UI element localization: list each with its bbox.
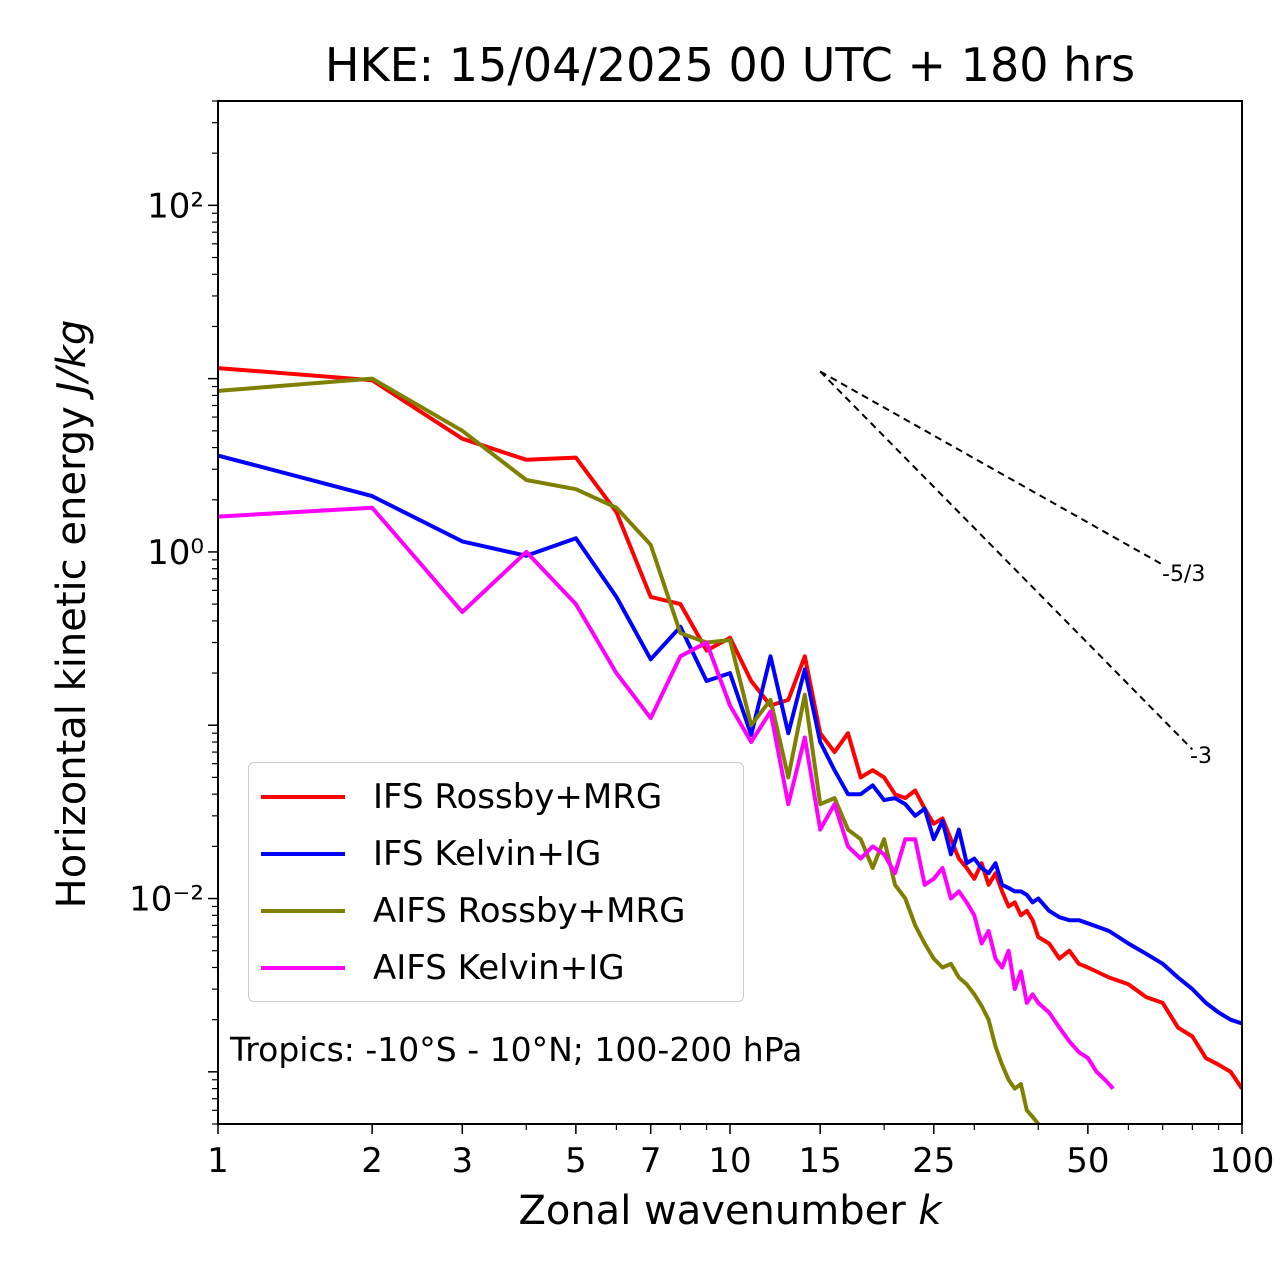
series-line: [218, 453, 1242, 1026]
region-annotation: Tropics: -10°S - 10°N; 100-200 hPa: [230, 1030, 803, 1069]
x-tick-label: 10: [708, 1141, 751, 1181]
series-line: [218, 366, 1242, 1090]
legend-swatch: [261, 966, 345, 970]
y-tick-label: 10⁰: [147, 533, 204, 573]
series-line: [218, 505, 1115, 1090]
x-tick-label: 7: [640, 1141, 662, 1181]
x-tick-label: 3: [451, 1141, 473, 1181]
legend-label: AIFS Kelvin+IG: [373, 948, 625, 988]
legend-label: IFS Rossby+MRG: [373, 777, 663, 817]
y-tick-label: 10²: [147, 186, 204, 226]
slope-label-five-thirds: -5/3: [1162, 562, 1206, 587]
legend-swatch: [261, 909, 345, 913]
chart-title: HKE: 15/04/2025 00 UTC + 180 hrs: [324, 38, 1136, 92]
x-tick-label: 2: [361, 1141, 383, 1181]
legend-label: AIFS Rossby+MRG: [373, 891, 686, 931]
plot-frame: [217, 100, 1243, 1125]
reference-slope-line: [819, 370, 1164, 566]
y-axis-label: Horizontal kinetic energy J/kg: [49, 319, 95, 909]
slope-label-three: -3: [1190, 744, 1212, 769]
x-tick-label: 5: [565, 1141, 587, 1181]
legend-entry: AIFS Rossby+MRG: [261, 891, 685, 931]
legend-label: IFS Kelvin+IG: [373, 834, 602, 874]
legend-entry: IFS Kelvin+IG: [261, 834, 601, 874]
reference-slope-line: [819, 370, 1194, 751]
x-tick-label: 15: [799, 1141, 842, 1181]
x-tick-label: 1: [207, 1141, 229, 1181]
x-tick-label: 25: [912, 1141, 955, 1181]
series-line: [218, 376, 1041, 1124]
x-tick-label: 50: [1066, 1141, 1109, 1181]
legend: IFS Rossby+MRG IFS Kelvin+IG AIFS Rossby…: [248, 762, 744, 1002]
legend-swatch: [261, 795, 345, 799]
x-axis-label: Zonal wavenumber k: [518, 1188, 942, 1234]
legend-entry: AIFS Kelvin+IG: [261, 948, 625, 988]
legend-entry: IFS Rossby+MRG: [261, 777, 662, 817]
legend-swatch: [261, 852, 345, 856]
y-tick-label: 10⁻²: [129, 880, 204, 920]
x-tick-label: 100: [1210, 1141, 1275, 1181]
